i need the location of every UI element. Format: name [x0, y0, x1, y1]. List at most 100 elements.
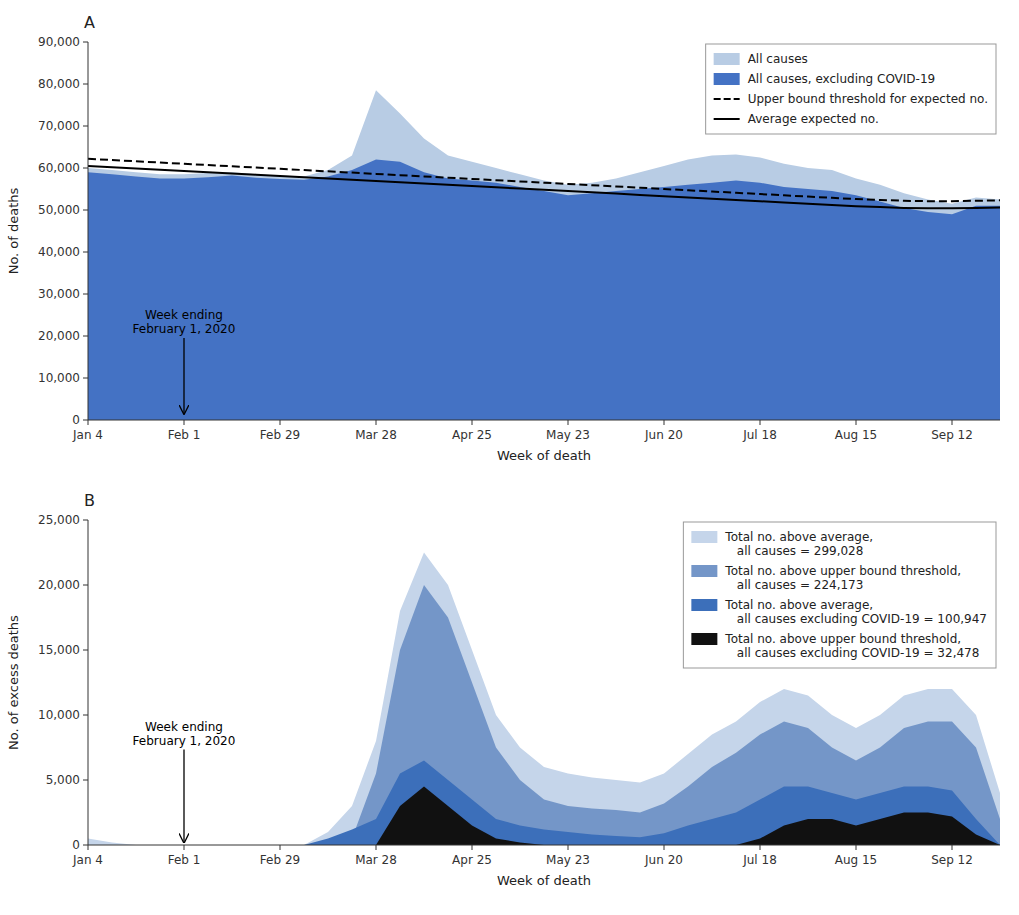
y-tick-label: 10,000 [38, 708, 80, 722]
area [88, 761, 1000, 846]
area [88, 90, 1000, 420]
chart: A Jan 4 Feb 1 Feb 29 Mar 28 Apr 25 May 23 Jun 2… [0, 0, 1019, 915]
annotation: Week endingFebruary 1, 2020 [133, 720, 236, 748]
x-tick-label: Jan 4 [72, 853, 103, 867]
legend: All causesAll causes, excluding COVID-19… [706, 44, 996, 134]
y-tick [83, 252, 88, 253]
y-tick [83, 336, 88, 337]
y-tick-label: 0 [72, 413, 80, 427]
y-tick [83, 210, 88, 211]
y-tick-label: 20,000 [38, 329, 80, 343]
line [88, 159, 1000, 201]
y-axis [88, 520, 89, 845]
y-tick-label: 70,000 [38, 119, 80, 133]
x-tick [856, 845, 857, 850]
x-tick-label: May 23 [546, 853, 590, 867]
annotation: Week endingFebruary 1, 2020 [133, 308, 236, 336]
x-tick [184, 420, 185, 425]
legend-swatch [691, 565, 717, 577]
legend-box [706, 44, 996, 134]
y-tick [83, 715, 88, 716]
x-tick [280, 420, 281, 425]
y-tick [83, 780, 88, 781]
x-tick-label: Feb 29 [260, 853, 300, 867]
x-axis-label: Week of death [497, 873, 591, 888]
legend-label: All causes, excluding COVID-19 [748, 72, 936, 86]
y-tick [83, 168, 88, 169]
x-tick-label: Jan 4 [72, 428, 103, 442]
y-tick [83, 520, 88, 521]
x-tick-label: Feb 29 [260, 428, 300, 442]
x-tick-label: Sep 12 [931, 853, 973, 867]
y-tick-label: 5,000 [46, 773, 80, 787]
legend-label: Total no. above upper bound threshold, a… [724, 564, 961, 592]
x-tick [664, 845, 665, 850]
x-tick [952, 845, 953, 850]
x-tick-label: Sep 12 [931, 428, 973, 442]
y-tick-label: 15,000 [38, 643, 80, 657]
x-tick-label: Jun 20 [644, 853, 683, 867]
plot-area [88, 90, 1000, 420]
legend: Total no. above average, all causes = 29… [683, 522, 996, 668]
area [88, 160, 1000, 420]
x-axis [88, 420, 1000, 421]
area [88, 787, 1000, 846]
x-tick [760, 420, 761, 425]
y-tick [83, 420, 88, 421]
x-tick [376, 420, 377, 425]
x-tick-label: Jul 18 [742, 428, 777, 442]
legend-label: Total no. above average, all causes = 29… [724, 530, 873, 558]
x-tick-label: Aug 15 [835, 428, 878, 442]
x-tick-label: Jul 18 [742, 853, 777, 867]
legend-swatch [714, 73, 740, 85]
legend-swatch [714, 53, 740, 65]
y-tick-label: 10,000 [38, 371, 80, 385]
y-tick [83, 378, 88, 379]
legend-swatch [691, 531, 717, 543]
panel-title: A [84, 13, 95, 32]
x-tick [952, 420, 953, 425]
x-tick-label: Mar 28 [355, 853, 397, 867]
x-tick-label: Jun 20 [644, 428, 683, 442]
area [88, 585, 1000, 845]
x-tick [760, 845, 761, 850]
legend-label: Total no. above upper bound threshold, a… [724, 632, 979, 660]
y-tick-label: 20,000 [38, 578, 80, 592]
x-tick [472, 420, 473, 425]
x-tick-label: Apr 25 [452, 853, 492, 867]
line [88, 166, 1000, 208]
x-tick [280, 845, 281, 850]
x-tick [856, 420, 857, 425]
y-tick-label: 80,000 [38, 77, 80, 91]
y-axis-label: No. of excess deaths [6, 615, 21, 750]
y-tick [83, 42, 88, 43]
annotation-arrow [183, 750, 184, 843]
panel: AJan 4Feb 1Feb 29Mar 28Apr 25May 23Jun 2… [6, 13, 1000, 463]
y-tick-label: 90,000 [38, 35, 80, 49]
legend-box [683, 522, 996, 668]
legend-swatch [714, 98, 740, 100]
legend-swatch [714, 118, 740, 120]
x-axis [88, 845, 1000, 846]
legend-swatch [691, 633, 717, 645]
y-tick [83, 294, 88, 295]
y-tick-label: 30,000 [38, 287, 80, 301]
y-tick [83, 650, 88, 651]
x-tick-label: Feb 1 [168, 428, 201, 442]
y-tick [83, 845, 88, 846]
y-tick [83, 585, 88, 586]
legend-label: Total no. above average, all causes excl… [724, 598, 987, 626]
y-tick-label: 60,000 [38, 161, 80, 175]
x-tick [664, 420, 665, 425]
x-tick-label: Aug 15 [835, 853, 878, 867]
x-tick-label: Apr 25 [452, 428, 492, 442]
y-tick [83, 126, 88, 127]
x-tick [376, 845, 377, 850]
x-tick-label: Feb 1 [168, 853, 201, 867]
x-tick [184, 845, 185, 850]
x-tick-label: Mar 28 [355, 428, 397, 442]
y-tick-label: 40,000 [38, 245, 80, 259]
x-tick [472, 845, 473, 850]
y-axis-label: No. of deaths [6, 187, 21, 274]
y-axis [88, 42, 89, 420]
